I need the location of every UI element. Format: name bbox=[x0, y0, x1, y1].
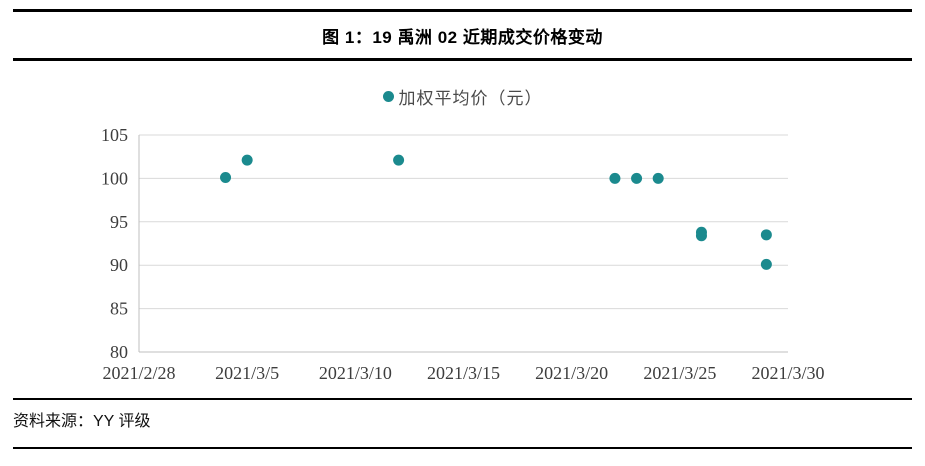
chart-legend: 加权平均价（元） bbox=[0, 84, 925, 109]
data-point bbox=[695, 230, 707, 242]
y-tick-label: 85 bbox=[110, 299, 128, 319]
source-note: 资料来源：YY 评级 bbox=[13, 413, 151, 430]
legend-label: 加权平均价（元） bbox=[398, 89, 543, 108]
data-point bbox=[609, 172, 621, 184]
data-point bbox=[393, 154, 405, 166]
y-tick-label: 105 bbox=[101, 125, 128, 145]
data-point bbox=[760, 229, 772, 241]
x-tick-label: 2021/3/15 bbox=[427, 363, 500, 383]
y-tick-label: 90 bbox=[110, 255, 128, 275]
x-tick-label: 2021/3/20 bbox=[535, 363, 608, 383]
y-tick-label: 80 bbox=[110, 342, 128, 362]
x-tick-label: 2021/2/28 bbox=[102, 363, 175, 383]
x-tick-label: 2021/3/5 bbox=[215, 363, 279, 383]
figure-title: 图 1：19 禹洲 02 近期成交价格变动 bbox=[322, 28, 603, 47]
data-point bbox=[652, 172, 664, 184]
source-divider bbox=[13, 398, 912, 400]
x-tick-label: 2021/3/30 bbox=[751, 363, 824, 383]
title-divider bbox=[13, 58, 912, 61]
data-point bbox=[631, 172, 643, 184]
y-tick-label: 100 bbox=[101, 168, 128, 188]
x-tick-label: 2021/3/10 bbox=[319, 363, 392, 383]
legend-marker-icon bbox=[382, 91, 394, 102]
x-tick-label: 2021/3/25 bbox=[643, 363, 716, 383]
y-tick-label: 95 bbox=[110, 212, 128, 232]
bottom-divider bbox=[13, 447, 912, 449]
data-point bbox=[760, 258, 772, 270]
data-point bbox=[220, 172, 232, 184]
data-point bbox=[241, 154, 253, 166]
top-divider bbox=[13, 9, 912, 12]
